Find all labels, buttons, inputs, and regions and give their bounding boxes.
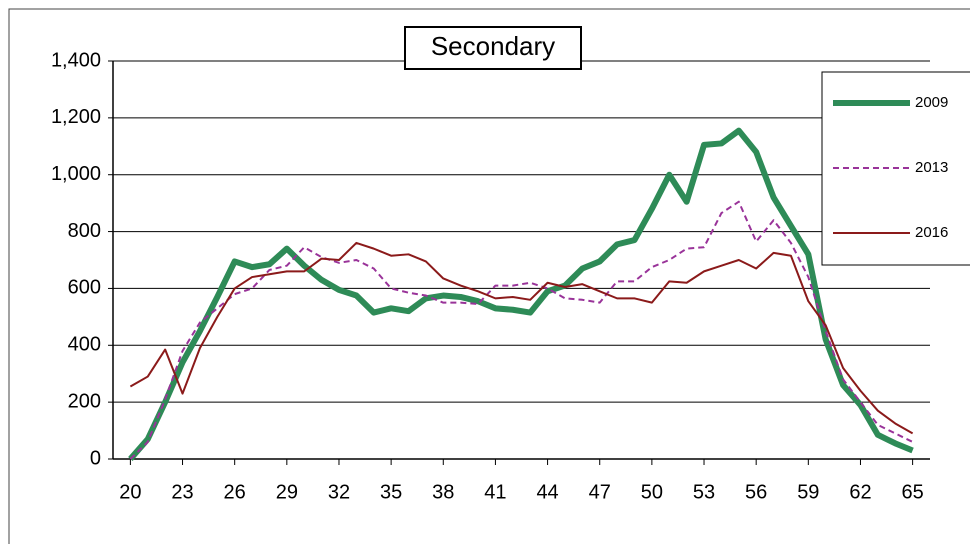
x-tick-label: 32 (328, 481, 350, 503)
x-tick-label: 50 (641, 481, 663, 503)
x-tick-label: 65 (901, 481, 923, 503)
x-tick-label: 44 (536, 481, 558, 503)
x-tick-label: 53 (693, 481, 715, 503)
legend-label: 2009 (915, 94, 948, 111)
y-tick-label: 0 (90, 447, 101, 469)
x-tick-label: 29 (276, 481, 298, 503)
legend-label: 2013 (915, 159, 948, 176)
frame (8, 8, 970, 549)
y-tick-label: 1,000 (51, 163, 101, 185)
x-tick-label: 59 (797, 481, 819, 503)
x-tick-label: 20 (119, 481, 141, 503)
data-line (129, 241, 914, 435)
x-tick-label: 41 (484, 481, 506, 503)
y-tick-label: 400 (68, 334, 101, 356)
x-tick-label: 23 (171, 481, 193, 503)
chart-title: Secondary (431, 31, 555, 61)
y-tick-label: 1,200 (51, 106, 101, 128)
legend-label: 2016 (915, 224, 948, 241)
y-tick-label: 200 (68, 390, 101, 412)
title-box (404, 26, 582, 70)
x-tick-label: 38 (432, 481, 454, 503)
legend: 2009 2013 2016 (821, 71, 970, 266)
x-tick-label: 47 (589, 481, 611, 503)
y-tick-label: 800 (68, 220, 101, 242)
x-tick-label: 56 (745, 481, 767, 503)
data-line (129, 200, 914, 460)
y-tick-label: 600 (68, 277, 101, 299)
x-tick-label: 62 (849, 481, 871, 503)
data-line (128, 127, 914, 461)
y-tick-label: 1,400 (51, 49, 101, 71)
x-tick-label: 26 (224, 481, 246, 503)
x-tick-label: 35 (380, 481, 402, 503)
